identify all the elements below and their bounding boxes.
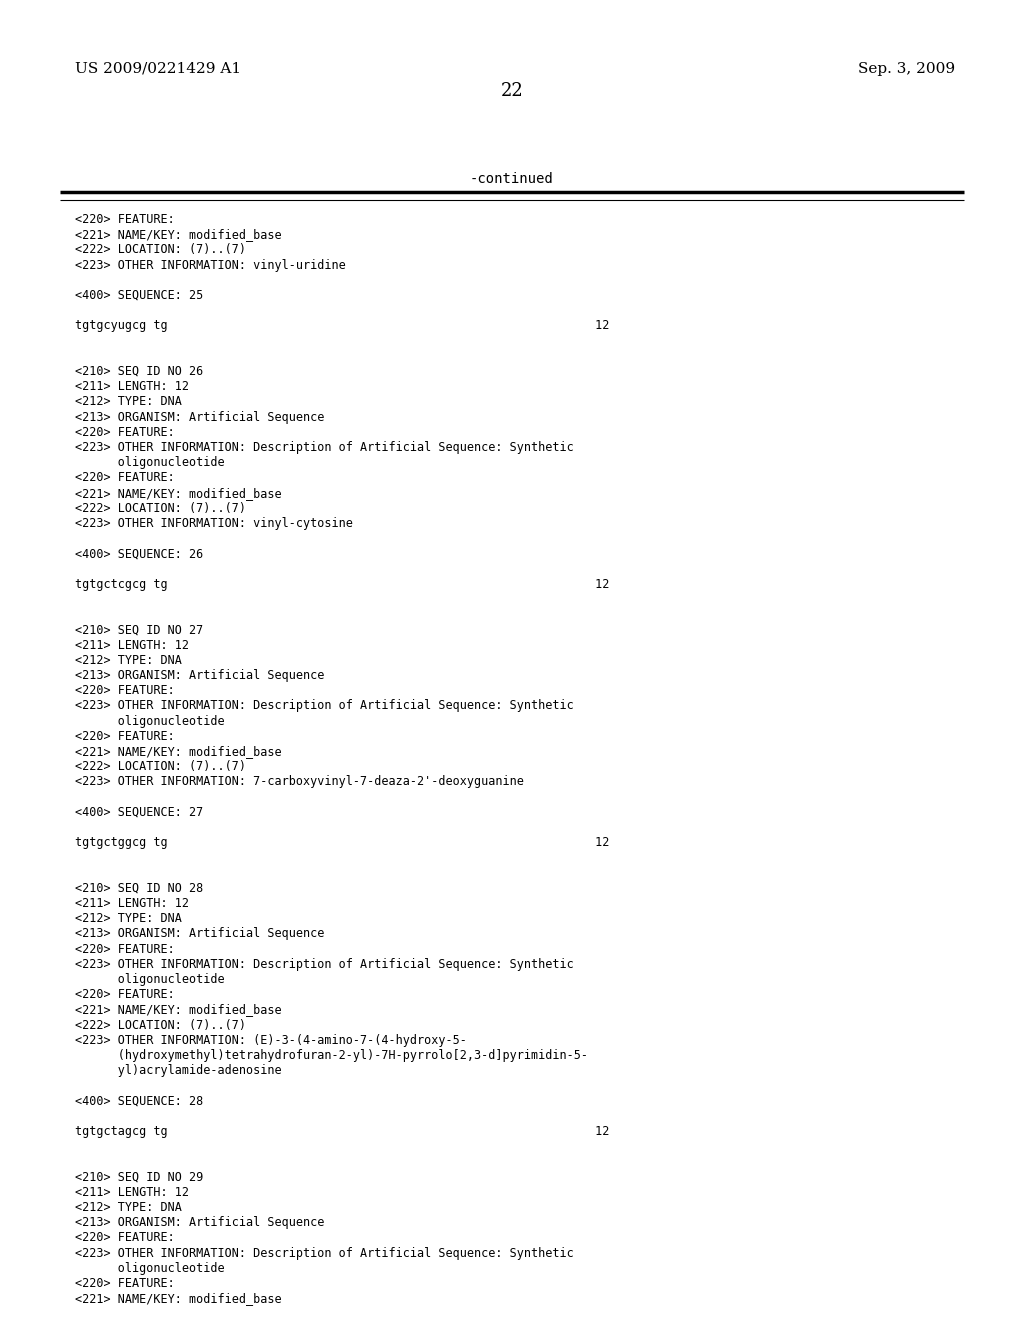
- Text: <220> FEATURE:: <220> FEATURE:: [75, 1232, 175, 1245]
- Text: <222> LOCATION: (7)..(7): <222> LOCATION: (7)..(7): [75, 760, 246, 774]
- Text: <213> ORGANISM: Artificial Sequence: <213> ORGANISM: Artificial Sequence: [75, 411, 325, 424]
- Text: <221> NAME/KEY: modified_base: <221> NAME/KEY: modified_base: [75, 487, 282, 499]
- Text: <223> OTHER INFORMATION: Description of Artificial Sequence: Synthetic: <223> OTHER INFORMATION: Description of …: [75, 700, 573, 713]
- Text: yl)acrylamide-adenosine: yl)acrylamide-adenosine: [75, 1064, 282, 1077]
- Text: oligonucleotide: oligonucleotide: [75, 714, 224, 727]
- Text: <220> FEATURE:: <220> FEATURE:: [75, 471, 175, 484]
- Text: <210> SEQ ID NO 29: <210> SEQ ID NO 29: [75, 1171, 203, 1184]
- Text: (hydroxymethyl)tetrahydrofuran-2-yl)-7H-pyrrolo[2,3-d]pyrimidin-5-: (hydroxymethyl)tetrahydrofuran-2-yl)-7H-…: [75, 1049, 588, 1063]
- Text: -continued: -continued: [470, 172, 554, 186]
- Text: <222> LOCATION: (7)..(7): <222> LOCATION: (7)..(7): [75, 243, 246, 256]
- Text: tgtgctagcg tg                                                            12: tgtgctagcg tg 12: [75, 1125, 609, 1138]
- Text: <400> SEQUENCE: 27: <400> SEQUENCE: 27: [75, 805, 203, 818]
- Text: <220> FEATURE:: <220> FEATURE:: [75, 213, 175, 226]
- Text: <220> FEATURE:: <220> FEATURE:: [75, 989, 175, 1001]
- Text: oligonucleotide: oligonucleotide: [75, 457, 224, 469]
- Text: <212> TYPE: DNA: <212> TYPE: DNA: [75, 396, 182, 408]
- Text: <220> FEATURE:: <220> FEATURE:: [75, 684, 175, 697]
- Text: <223> OTHER INFORMATION: vinyl-uridine: <223> OTHER INFORMATION: vinyl-uridine: [75, 259, 346, 272]
- Text: <220> FEATURE:: <220> FEATURE:: [75, 730, 175, 743]
- Text: <210> SEQ ID NO 28: <210> SEQ ID NO 28: [75, 882, 203, 895]
- Text: <221> NAME/KEY: modified_base: <221> NAME/KEY: modified_base: [75, 1292, 282, 1305]
- Text: <223> OTHER INFORMATION: Description of Artificial Sequence: Synthetic: <223> OTHER INFORMATION: Description of …: [75, 958, 573, 970]
- Text: <223> OTHER INFORMATION: Description of Artificial Sequence: Synthetic: <223> OTHER INFORMATION: Description of …: [75, 1246, 573, 1259]
- Text: <210> SEQ ID NO 26: <210> SEQ ID NO 26: [75, 366, 203, 378]
- Text: <223> OTHER INFORMATION: vinyl-cytosine: <223> OTHER INFORMATION: vinyl-cytosine: [75, 517, 353, 531]
- Text: <223> OTHER INFORMATION: Description of Artificial Sequence: Synthetic: <223> OTHER INFORMATION: Description of …: [75, 441, 573, 454]
- Text: <211> LENGTH: 12: <211> LENGTH: 12: [75, 1185, 189, 1199]
- Text: oligonucleotide: oligonucleotide: [75, 1262, 224, 1275]
- Text: <223> OTHER INFORMATION: (E)-3-(4-amino-7-(4-hydroxy-5-: <223> OTHER INFORMATION: (E)-3-(4-amino-…: [75, 1034, 467, 1047]
- Text: <212> TYPE: DNA: <212> TYPE: DNA: [75, 1201, 182, 1214]
- Text: <211> LENGTH: 12: <211> LENGTH: 12: [75, 898, 189, 909]
- Text: 22: 22: [501, 82, 523, 100]
- Text: <221> NAME/KEY: modified_base: <221> NAME/KEY: modified_base: [75, 744, 282, 758]
- Text: <222> LOCATION: (7)..(7): <222> LOCATION: (7)..(7): [75, 1019, 246, 1032]
- Text: <212> TYPE: DNA: <212> TYPE: DNA: [75, 653, 182, 667]
- Text: <213> ORGANISM: Artificial Sequence: <213> ORGANISM: Artificial Sequence: [75, 1216, 325, 1229]
- Text: <220> FEATURE:: <220> FEATURE:: [75, 942, 175, 956]
- Text: tgtgcyugcg tg                                                            12: tgtgcyugcg tg 12: [75, 319, 609, 333]
- Text: <220> FEATURE:: <220> FEATURE:: [75, 426, 175, 438]
- Text: <210> SEQ ID NO 27: <210> SEQ ID NO 27: [75, 623, 203, 636]
- Text: tgtgctcgcg tg                                                            12: tgtgctcgcg tg 12: [75, 578, 609, 591]
- Text: <212> TYPE: DNA: <212> TYPE: DNA: [75, 912, 182, 925]
- Text: <211> LENGTH: 12: <211> LENGTH: 12: [75, 639, 189, 652]
- Text: <221> NAME/KEY: modified_base: <221> NAME/KEY: modified_base: [75, 228, 282, 242]
- Text: <213> ORGANISM: Artificial Sequence: <213> ORGANISM: Artificial Sequence: [75, 669, 325, 682]
- Text: US 2009/0221429 A1: US 2009/0221429 A1: [75, 62, 241, 77]
- Text: <223> OTHER INFORMATION: 7-carboxyvinyl-7-deaza-2'-deoxyguanine: <223> OTHER INFORMATION: 7-carboxyvinyl-…: [75, 775, 524, 788]
- Text: <400> SEQUENCE: 28: <400> SEQUENCE: 28: [75, 1094, 203, 1107]
- Text: oligonucleotide: oligonucleotide: [75, 973, 224, 986]
- Text: <213> ORGANISM: Artificial Sequence: <213> ORGANISM: Artificial Sequence: [75, 928, 325, 940]
- Text: <221> NAME/KEY: modified_base: <221> NAME/KEY: modified_base: [75, 1003, 282, 1016]
- Text: <400> SEQUENCE: 26: <400> SEQUENCE: 26: [75, 548, 203, 561]
- Text: <222> LOCATION: (7)..(7): <222> LOCATION: (7)..(7): [75, 502, 246, 515]
- Text: Sep. 3, 2009: Sep. 3, 2009: [858, 62, 955, 77]
- Text: <211> LENGTH: 12: <211> LENGTH: 12: [75, 380, 189, 393]
- Text: <400> SEQUENCE: 25: <400> SEQUENCE: 25: [75, 289, 203, 302]
- Text: <220> FEATURE:: <220> FEATURE:: [75, 1276, 175, 1290]
- Text: tgtgctggcg tg                                                            12: tgtgctggcg tg 12: [75, 836, 609, 849]
